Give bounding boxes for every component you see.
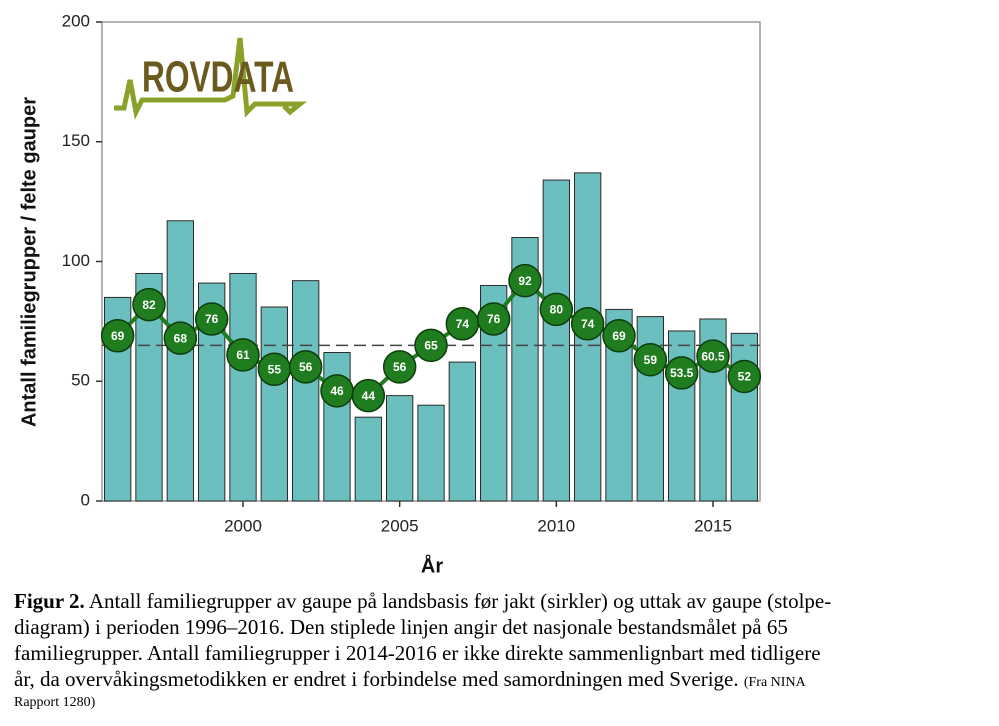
point-label: 46 bbox=[330, 384, 344, 398]
x-axis-label: År bbox=[421, 553, 443, 577]
point-label: 68 bbox=[174, 331, 188, 345]
y-tick-label: 100 bbox=[62, 251, 90, 270]
point-label: 56 bbox=[393, 360, 407, 374]
point-label: 69 bbox=[612, 329, 626, 343]
point bbox=[602, 318, 636, 353]
point bbox=[633, 342, 668, 377]
caption-text: Antall familiegrupper av gaupe på landsb… bbox=[84, 589, 832, 613]
x-tick-label: 2010 bbox=[537, 516, 575, 535]
caption-source: Rapport 1280) bbox=[14, 695, 96, 710]
point-label: 61 bbox=[236, 348, 250, 362]
point bbox=[226, 338, 260, 372]
point bbox=[132, 287, 166, 322]
point bbox=[664, 356, 699, 390]
point bbox=[163, 321, 198, 355]
point-label: 74 bbox=[456, 317, 470, 331]
point-label: 56 bbox=[299, 360, 313, 374]
point bbox=[696, 339, 730, 373]
point bbox=[476, 302, 511, 336]
bar bbox=[386, 395, 414, 502]
bar bbox=[260, 306, 288, 502]
bar bbox=[354, 416, 382, 502]
point-label: 82 bbox=[142, 298, 156, 312]
point-label: 60.5 bbox=[701, 349, 725, 363]
y-tick-label: 200 bbox=[62, 11, 90, 30]
point-label: 74 bbox=[581, 317, 595, 331]
point bbox=[351, 378, 386, 413]
y-tick-label: 50 bbox=[71, 371, 90, 390]
point bbox=[288, 350, 323, 384]
caption-line: år, da overvåkingsmetodikken er endret i… bbox=[14, 666, 806, 696]
chart: ROVDATA Antall familiegrupper / felte ga… bbox=[18, 11, 762, 577]
point bbox=[194, 302, 229, 336]
point bbox=[382, 350, 417, 384]
point-label: 55 bbox=[268, 362, 282, 376]
bar bbox=[229, 272, 257, 502]
point bbox=[414, 328, 448, 363]
point bbox=[539, 292, 574, 327]
point-label: 59 bbox=[644, 353, 658, 367]
point bbox=[100, 318, 135, 353]
bar bbox=[542, 179, 570, 502]
caption-source: (Fra NINA bbox=[743, 675, 806, 690]
bar bbox=[166, 220, 194, 502]
caption-line: Figur 2. Antall familiegrupper av gaupe … bbox=[14, 588, 831, 614]
caption-line: familiegrupper. Antall familiegrupper i … bbox=[14, 641, 821, 665]
point-label: 92 bbox=[518, 274, 532, 288]
y-tick-label: 150 bbox=[62, 131, 90, 150]
point-label: 69 bbox=[111, 329, 125, 343]
bar bbox=[730, 332, 758, 502]
caption-label: Figur 2. bbox=[14, 589, 85, 613]
x-tick-label: 2005 bbox=[381, 516, 419, 535]
point-label: 52 bbox=[738, 370, 752, 384]
caption-text: år, da overvåkingsmetodikken er endret i… bbox=[14, 667, 744, 691]
x-tick-label: 2000 bbox=[224, 516, 262, 535]
point-label: 53.5 bbox=[670, 366, 694, 380]
point-label: 80 bbox=[550, 303, 564, 317]
point bbox=[727, 359, 762, 394]
point bbox=[570, 307, 605, 341]
y-axis-label: Antall familiegrupper / felte gauper bbox=[18, 97, 40, 427]
point-label: 76 bbox=[205, 312, 219, 326]
y-tick-label: 0 bbox=[81, 490, 90, 509]
bar bbox=[292, 280, 320, 502]
logo-text: ROVDATA bbox=[142, 53, 294, 102]
logo-line bbox=[114, 37, 308, 120]
point-label: 76 bbox=[487, 312, 501, 326]
caption-line: diagram) i perioden 1996–2016. Den stipl… bbox=[14, 615, 788, 639]
bar bbox=[448, 361, 476, 502]
point-label: 65 bbox=[424, 338, 438, 352]
x-tick-label: 2015 bbox=[694, 516, 732, 535]
point bbox=[508, 263, 542, 298]
bar bbox=[417, 404, 445, 502]
point-label: 44 bbox=[362, 389, 376, 403]
